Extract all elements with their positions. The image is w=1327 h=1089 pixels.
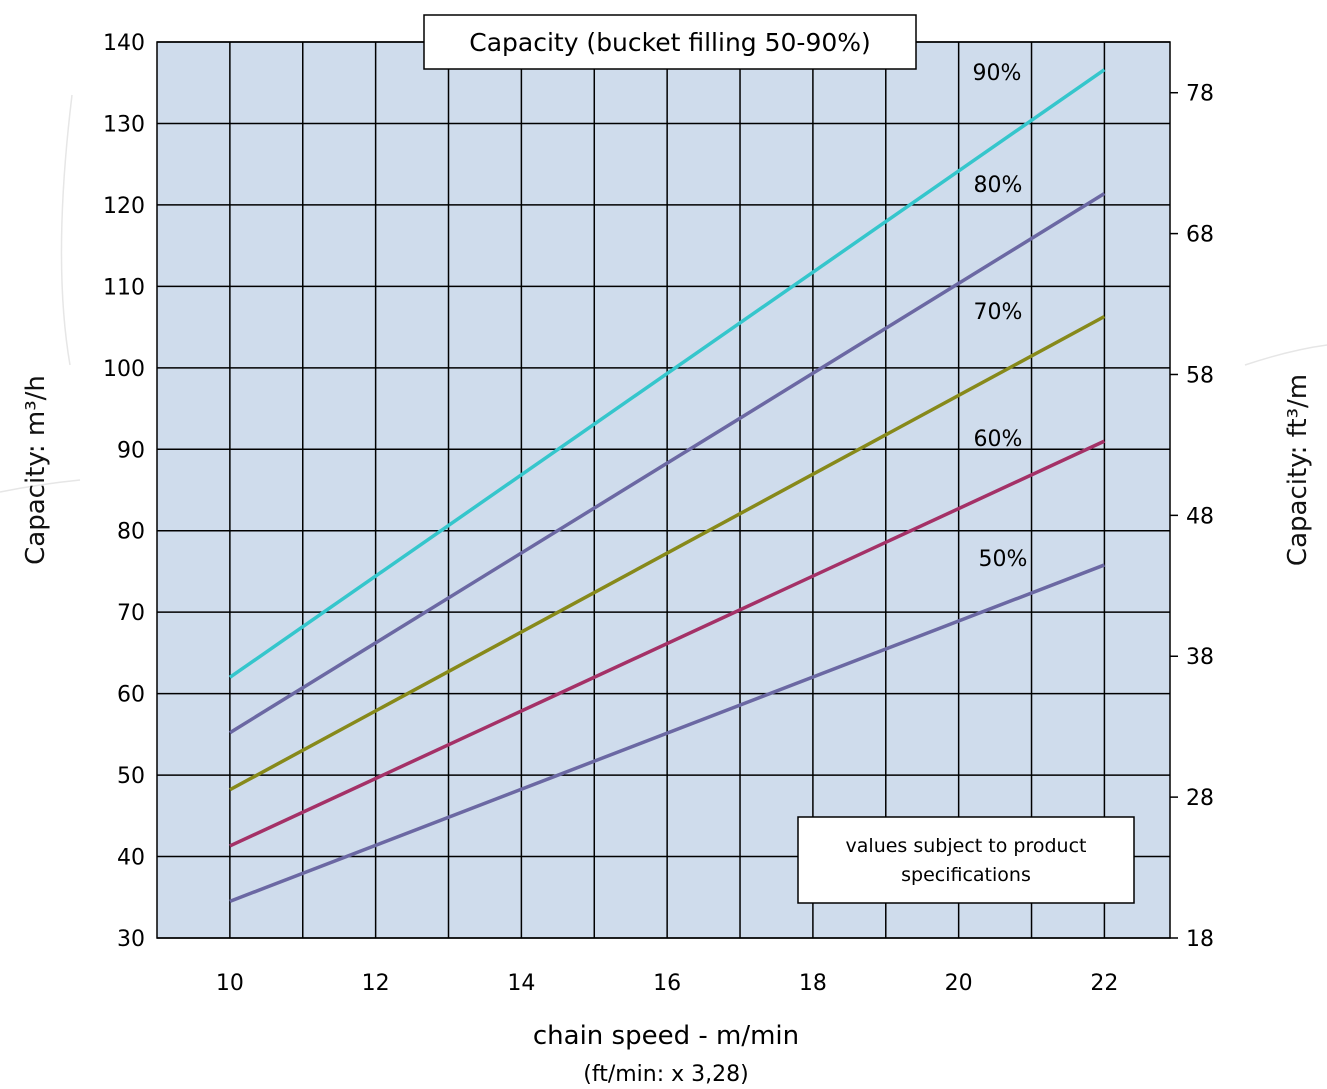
y-right-tick-label: 18 [1186,927,1214,952]
vertical-gridlines [229,42,1106,938]
y-axis-label-right: Capacity: ft³/m [1283,374,1313,566]
y-tick-label: 40 [117,846,145,871]
chart-title-box: Capacity (bucket filling 50-90%) [423,14,917,70]
chart-title: Capacity (bucket filling 50-90%) [469,28,871,57]
series-line-50pct [229,563,1106,903]
x-tick-label: 16 [653,971,681,996]
series-line-70pct [229,314,1106,792]
y-tick-label: 90 [117,438,145,463]
y-tick-label: 130 [103,112,145,137]
y-tick-label: 110 [103,275,145,300]
note-frame [797,816,1135,904]
y-tick-label: 120 [103,194,145,219]
series-labels: 90% 80% 70% 60% 50% [973,61,1028,572]
right-axis-ticks [1170,91,1178,939]
series-label-70pct: 70% [974,300,1023,325]
x-tick-label: 12 [362,971,390,996]
y-right-tick-labels: 18 28 38 48 58 68 78 [1186,82,1214,952]
y-right-tick-label: 78 [1186,82,1214,107]
chart-title-frame [423,14,917,70]
series-line-90pct [228,68,1106,679]
series-label-50pct: 50% [979,547,1028,572]
note-box: values subject to product specifications [797,816,1135,904]
x-tick-label: 20 [945,971,973,996]
decorative-curve-right [1244,344,1327,366]
note-line-2: specifications [901,864,1031,886]
y-tick-label: 70 [117,601,145,626]
x-tick-label: 10 [216,971,244,996]
y-tick-label: 50 [117,764,145,789]
y-tick-label: 60 [117,683,145,708]
y-right-tick-label: 48 [1186,504,1214,529]
series-label-80pct: 80% [974,173,1023,198]
decorative-curve-left-low [0,479,81,493]
x-tick-label: 18 [799,971,827,996]
y-tick-labels: 30 40 50 60 70 80 90 100 110 120 130 140 [103,31,145,952]
x-tick-label: 22 [1090,971,1118,996]
series-line-60pct [229,439,1106,848]
y-right-tick-label: 38 [1186,645,1214,670]
y-axis-label-left: Capacity: m³/h [21,375,51,565]
y-tick-label: 80 [117,520,145,545]
series-line-80pct [228,192,1106,735]
x-tick-label: 14 [507,971,535,996]
decorative-curve-left [60,94,73,366]
series-lines [228,68,1106,903]
y-tick-label: 100 [103,357,145,382]
x-tick-labels: 10 12 14 16 18 20 22 [216,971,1119,996]
series-label-60pct: 60% [974,427,1023,452]
series-label-90pct: 90% [973,61,1022,86]
y-right-tick-label: 28 [1186,786,1214,811]
y-right-tick-label: 58 [1186,363,1214,388]
x-axis-label: chain speed - m/min [533,1021,799,1051]
y-right-tick-label: 68 [1186,223,1214,248]
note-line-1: values subject to product [846,835,1087,857]
note-text: values subject to product specifications [846,835,1087,886]
y-tick-label: 30 [117,927,145,952]
y-tick-label: 140 [103,31,145,56]
x-axis-sublabel: (ft/min: x 3,28) [583,1062,748,1087]
